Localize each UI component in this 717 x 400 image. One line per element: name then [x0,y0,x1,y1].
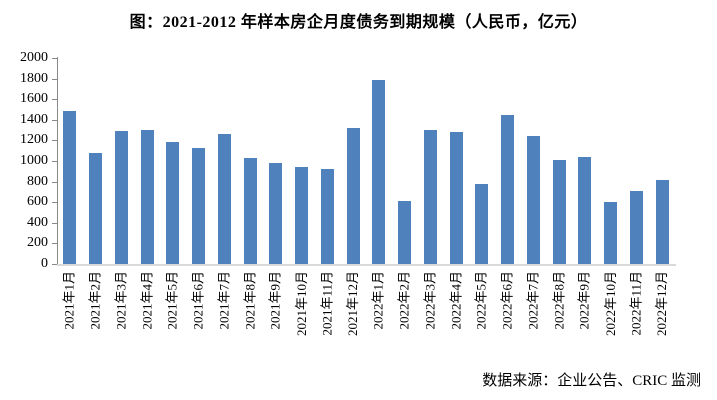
y-axis-tick-mark [52,181,57,183]
x-axis-tick-label: 2022年6月 [499,271,515,330]
x-axis-tick-label: 2022年5月 [473,271,489,330]
bar [655,180,669,264]
plot-area [57,58,675,264]
x-axis-tick-label: 2022年3月 [422,271,438,330]
y-axis-tick-label: 800 [27,173,48,189]
bar [501,115,515,264]
y-axis-line [57,57,58,265]
bar [295,167,309,264]
y-axis-tick-label: 200 [27,235,48,251]
y-axis-tick-mark [52,78,57,80]
y-axis-tick-mark [52,202,57,204]
x-axis-tick-label: 2021年1月 [61,271,77,330]
x-axis-tick-label: 2021年12月 [345,271,361,337]
y-axis-tick-mark [52,140,57,142]
bar [269,163,283,264]
bar [398,201,412,264]
y-axis-tick-label: 0 [41,256,48,271]
bar [114,131,128,264]
y-axis-tick-label: 1600 [20,91,48,107]
x-axis-tick-label: 2021年5月 [164,271,180,330]
y-axis-tick-mark [52,222,57,224]
x-axis-tick-label: 2021年8月 [242,271,258,330]
x-axis-tick-label: 2022年8月 [551,271,567,330]
bar [140,130,154,264]
bar [423,130,437,264]
bar [604,202,618,264]
y-axis-tick-mark [52,264,57,265]
bar [243,158,257,264]
y-axis-tick-label: 1400 [20,111,48,127]
x-axis-tick-label: 2021年3月 [113,271,129,330]
x-axis-tick-label: 2022年9月 [576,271,592,330]
bar [578,157,592,264]
bar [346,128,360,264]
y-axis-tick-mark [52,161,57,162]
bar [449,132,463,264]
bar [192,148,206,264]
bar [526,136,540,264]
y-axis-tick-mark [52,99,57,101]
y-axis-tick-label: 400 [27,214,48,230]
y-axis-tick-label: 1800 [20,70,48,86]
bar [217,134,231,264]
x-axis-tick-label: 2022年7月 [525,271,541,330]
x-axis-tick-label: 2021年7月 [216,271,232,330]
x-axis-tick-label: 2022年11月 [628,271,644,336]
x-axis-tick-label: 2022年4月 [448,271,464,330]
x-axis-tick-label: 2021年11月 [319,271,335,336]
bar [372,80,386,264]
bar [629,191,643,264]
bar [475,184,489,264]
y-axis-tick-mark [52,119,57,121]
y-axis-tick-mark [52,243,57,245]
bar [320,169,334,264]
chart-title: 图：2021-2012 年样本房企月度债务到期规模（人民币，亿元） [129,14,588,31]
x-axis-tick-label: 2022年10月 [602,271,618,337]
bar [552,160,566,264]
x-axis-tick-label: 2021年4月 [139,271,155,330]
x-axis-tick-label: 2021年2月 [87,271,103,330]
y-axis-tick-label: 1000 [20,153,48,168]
y-axis-tick-label: 2000 [20,50,48,65]
y-axis-tick-label: 1200 [20,132,48,148]
x-axis-tick-label: 2022年2月 [396,271,412,330]
data-source-note: 数据来源：企业公告、CRIC 监测 [482,373,701,389]
x-axis-baseline [57,264,676,266]
x-axis-tick-label: 2021年6月 [190,271,206,330]
x-axis-tick-label: 2021年10月 [293,271,309,337]
bar [166,142,180,264]
x-axis-tick-label: 2021年9月 [267,271,283,330]
x-axis-tick-label: 2022年12月 [654,271,670,337]
x-axis-tick-label: 2022年1月 [370,271,386,330]
y-axis-tick-label: 600 [27,194,48,210]
bar [63,111,77,264]
y-axis-tick-mark [52,58,57,59]
bar [89,153,103,264]
